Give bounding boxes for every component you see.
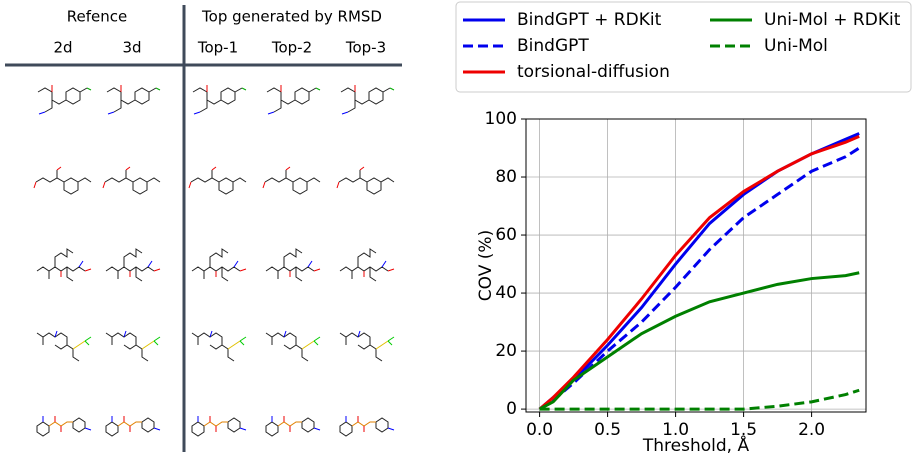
y-tick-label: 0 [506, 399, 517, 419]
column-header: Top-2 [271, 39, 312, 57]
group-header: Top generated by RMSD [201, 8, 382, 26]
y-tick-label: 100 [485, 109, 517, 129]
x-axis-label: Threshold, Å [642, 434, 750, 456]
y-tick-label: 20 [495, 341, 517, 361]
legend-box [455, 1, 912, 93]
legend: BindGPT + RDKit BindGPT torsional-diffusio… [455, 1, 912, 93]
molecule-grid [33, 84, 395, 437]
series-line [538, 135, 860, 411]
x-tick-label: 0.0 [526, 420, 553, 440]
column-header: Top-3 [345, 39, 386, 57]
column-header: Top-1 [197, 39, 238, 57]
x-tick-label: 1.5 [730, 420, 757, 440]
y-tick-label: 80 [495, 167, 517, 187]
group-header: Refence [67, 8, 127, 26]
legend-label: Uni-Mol + RDKit [764, 10, 901, 30]
x-tick-label: 1.0 [662, 420, 689, 440]
column-header: 2d [53, 39, 72, 57]
y-tick-label: 40 [495, 283, 517, 303]
series-line [538, 271, 860, 411]
legend-label: torsional-diffusion [517, 62, 670, 82]
legend-label: BindGPT [517, 36, 589, 56]
y-tick-label: 60 [495, 225, 517, 245]
plot-frame [525, 118, 867, 413]
molecule-table: Refence Top generated by RMSD 2d 3d Top-… [5, 5, 402, 452]
x-tick-label: 0.5 [594, 420, 621, 440]
series-line [539, 388, 860, 411]
legend-label: BindGPT + RDKit [517, 10, 662, 30]
column-header: 3d [122, 39, 141, 57]
y-axis-label: COV (%) [476, 230, 496, 301]
legend-label: Uni-Mol [764, 36, 828, 56]
chart: 0 20 40 60 80 100 0.0 0.5 1.0 1.5 2.0 Threshold, Å C… [455, 1, 912, 456]
x-tick-label: 2.0 [798, 420, 825, 440]
